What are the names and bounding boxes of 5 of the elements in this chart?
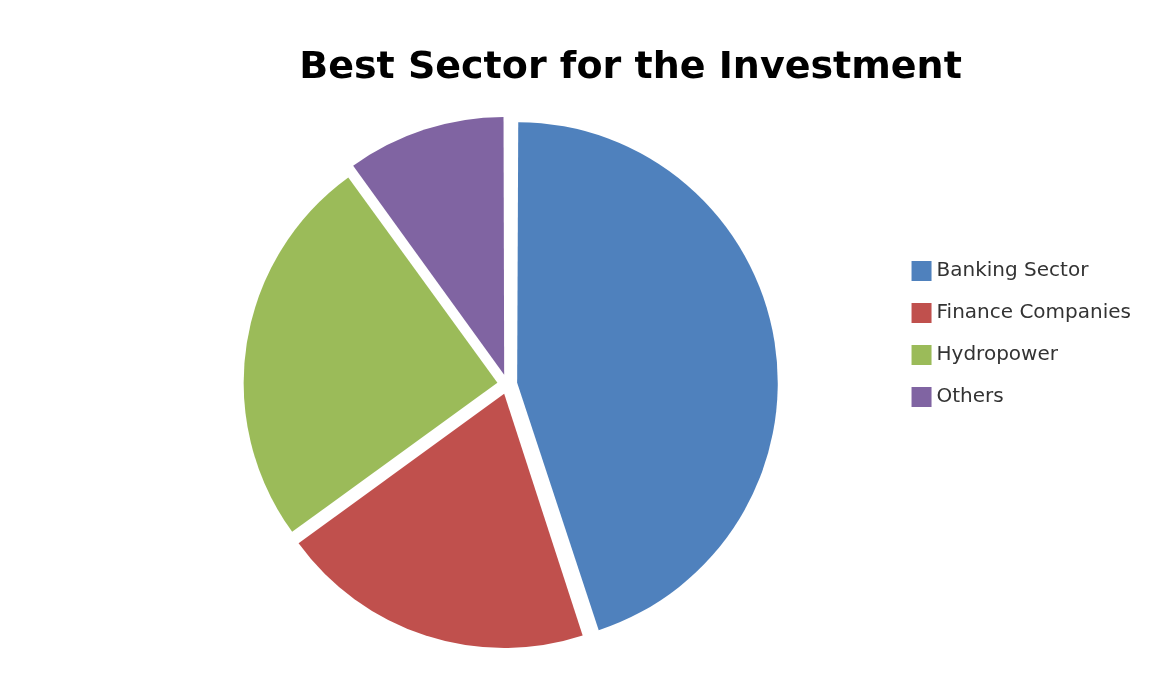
- legend-label: Banking Sector: [936, 257, 1090, 282]
- legend-label: Hydropower: [936, 341, 1059, 366]
- legend-label: Others: [936, 383, 1004, 408]
- legend-label: Finance Companies: [936, 299, 1132, 324]
- chart-title: Best Sector for the Investment: [299, 42, 962, 87]
